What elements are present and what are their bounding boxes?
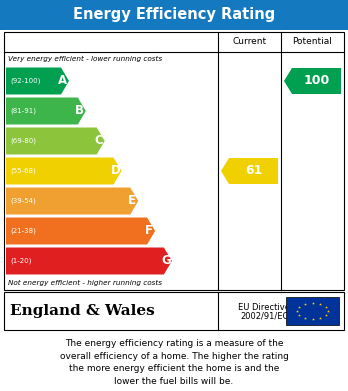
Text: Energy Efficiency Rating: Energy Efficiency Rating [73,7,275,23]
Polygon shape [6,68,69,95]
Text: (39-54): (39-54) [10,198,36,204]
Text: (21-38): (21-38) [10,228,36,234]
Text: Very energy efficient - lower running costs: Very energy efficient - lower running co… [8,56,162,62]
Polygon shape [6,127,105,154]
Polygon shape [6,217,155,244]
Bar [4,32,344,290]
Polygon shape [6,188,138,215]
Polygon shape [6,158,121,185]
Text: England & Wales: England & Wales [10,304,155,318]
Text: (1-20): (1-20) [10,258,31,264]
Polygon shape [221,158,278,184]
Text: A: A [58,75,68,88]
Text: (92-100): (92-100) [10,78,40,84]
Bar [4,292,344,330]
Text: The energy efficiency rating is a measure of the
overall efficiency of a home. T: The energy efficiency rating is a measur… [60,339,288,386]
Text: F: F [145,224,153,237]
Polygon shape [6,97,86,124]
Text: EU Directive: EU Directive [238,303,291,312]
Text: Not energy efficient - higher running costs: Not energy efficient - higher running co… [8,280,162,286]
Text: G: G [161,255,171,267]
Text: 61: 61 [245,165,262,178]
Text: 100: 100 [303,75,330,88]
Text: (55-68): (55-68) [10,168,36,174]
Text: D: D [111,165,120,178]
Text: C: C [94,135,103,147]
Bar [286,297,339,325]
Polygon shape [284,68,341,94]
Text: E: E [128,194,136,208]
Text: Current: Current [232,38,267,47]
Bar [0,0,348,30]
Text: B: B [75,104,84,118]
Polygon shape [6,248,172,274]
Text: 2002/91/EC: 2002/91/EC [240,312,289,321]
Text: (69-80): (69-80) [10,138,36,144]
Text: (81-91): (81-91) [10,108,36,114]
Text: Potential: Potential [293,38,332,47]
